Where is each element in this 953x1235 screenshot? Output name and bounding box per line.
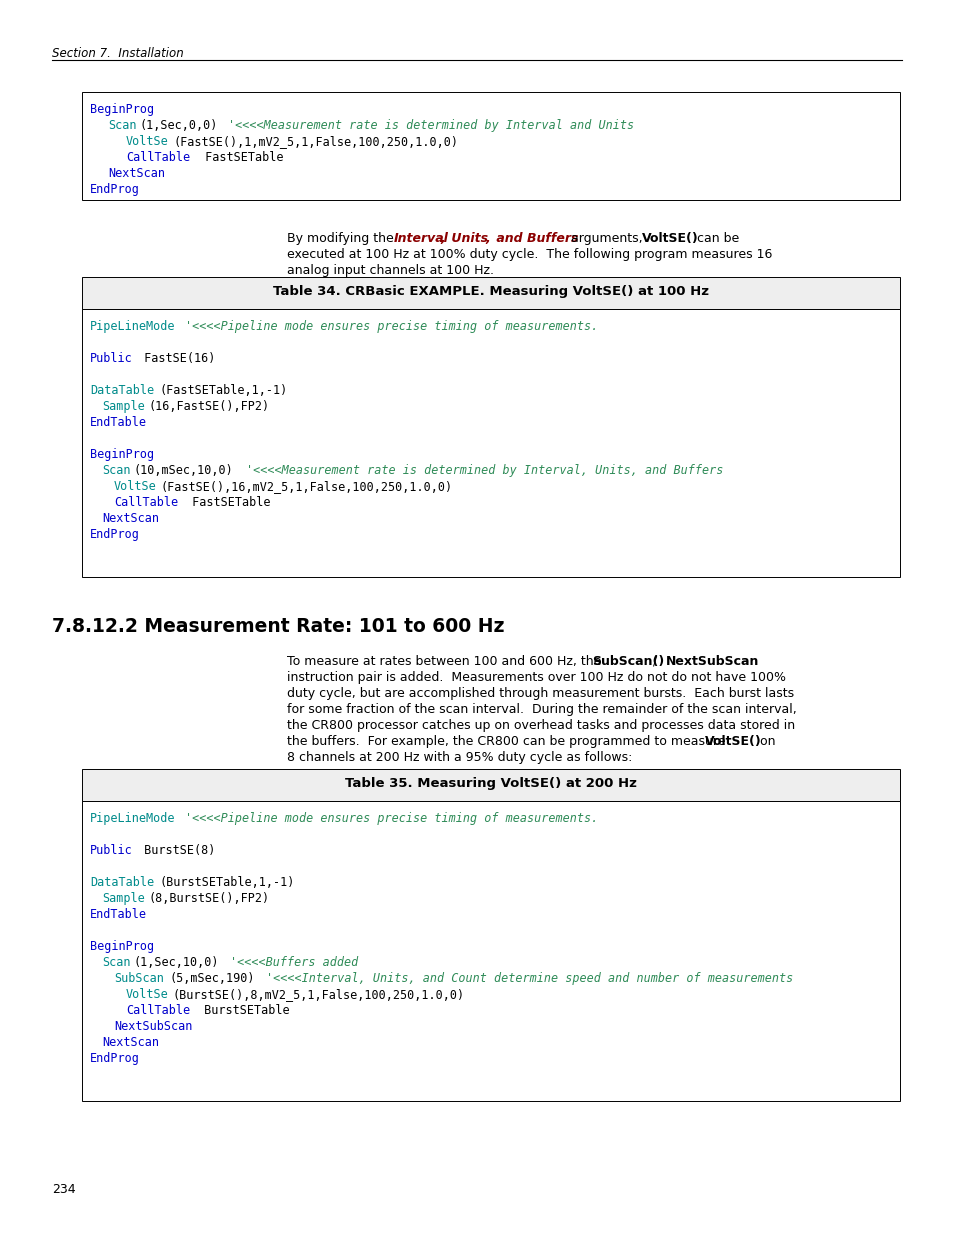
- Text: Units: Units: [447, 232, 488, 245]
- Text: PipeLineMode: PipeLineMode: [90, 811, 175, 825]
- Text: the CR800 processor catches up on overhead tasks and processes data stored in: the CR800 processor catches up on overhe…: [287, 719, 794, 732]
- Text: (BurstSETable,1,-1): (BurstSETable,1,-1): [160, 876, 295, 889]
- Bar: [82, 309, 899, 577]
- Text: /: /: [648, 655, 660, 668]
- Text: (8,BurstSE(),FP2): (8,BurstSE(),FP2): [149, 892, 270, 905]
- Text: on: on: [755, 735, 775, 748]
- Text: SubScan(): SubScan(): [592, 655, 663, 668]
- Text: arguments,: arguments,: [566, 232, 646, 245]
- Text: BurstSE(8): BurstSE(8): [137, 844, 215, 857]
- Text: Public: Public: [90, 352, 132, 366]
- Text: Section 7.  Installation: Section 7. Installation: [52, 47, 184, 61]
- Text: EndTable: EndTable: [90, 908, 147, 921]
- Text: executed at 100 Hz at 100% duty cycle.  The following program measures 16: executed at 100 Hz at 100% duty cycle. T…: [287, 248, 772, 261]
- Text: VoltSe: VoltSe: [126, 135, 169, 148]
- Text: 234: 234: [52, 1183, 75, 1195]
- Text: EndProg: EndProg: [90, 183, 140, 196]
- Text: NextSubScan: NextSubScan: [665, 655, 759, 668]
- Text: SubScan: SubScan: [113, 972, 164, 986]
- Text: '<<<<Measurement rate is determined by Interval, Units, and Buffers: '<<<<Measurement rate is determined by I…: [246, 464, 722, 477]
- Text: Interval: Interval: [394, 232, 449, 245]
- Text: Public: Public: [90, 844, 132, 857]
- Text: Scan: Scan: [102, 956, 131, 969]
- Text: '<<<<Measurement rate is determined by Interval and Units: '<<<<Measurement rate is determined by I…: [228, 119, 634, 132]
- Text: (FastSE(),16,mV2_5,1,False,100,250,1.0,0): (FastSE(),16,mV2_5,1,False,100,250,1.0,0…: [161, 480, 453, 493]
- Text: 8 channels at 200 Hz with a 95% duty cycle as follows:: 8 channels at 200 Hz with a 95% duty cyc…: [287, 751, 632, 764]
- Bar: [82, 802, 899, 1100]
- Text: (1,Sec,10,0): (1,Sec,10,0): [133, 956, 219, 969]
- Text: 7.8.12.2 Measurement Rate: 101 to 600 Hz: 7.8.12.2 Measurement Rate: 101 to 600 Hz: [52, 618, 504, 636]
- Text: Table 34. CRBasic EXAMPLE. Measuring VoltSE() at 100 Hz: Table 34. CRBasic EXAMPLE. Measuring Vol…: [273, 285, 708, 298]
- Text: EndProg: EndProg: [90, 529, 140, 541]
- Text: CallTable: CallTable: [126, 1004, 190, 1016]
- Bar: [82, 91, 899, 200]
- Text: FastSETable: FastSETable: [198, 151, 283, 164]
- Text: CallTable: CallTable: [113, 496, 178, 509]
- Text: VoltSe: VoltSe: [113, 480, 156, 493]
- Text: VoltSE(): VoltSE(): [704, 735, 760, 748]
- Text: analog input channels at 100 Hz.: analog input channels at 100 Hz.: [287, 264, 494, 277]
- Text: To measure at rates between 100 and 600 Hz, the: To measure at rates between 100 and 600 …: [287, 655, 605, 668]
- Text: By modifying the: By modifying the: [287, 232, 397, 245]
- Text: NextScan: NextScan: [108, 167, 165, 180]
- Text: Sample: Sample: [102, 400, 145, 412]
- Text: '<<<<Pipeline mode ensures precise timing of measurements.: '<<<<Pipeline mode ensures precise timin…: [185, 811, 598, 825]
- Text: (5,mSec,190): (5,mSec,190): [170, 972, 255, 986]
- Text: VoltSe: VoltSe: [126, 988, 169, 1002]
- Text: DataTable: DataTable: [90, 876, 154, 889]
- Text: Scan: Scan: [108, 119, 136, 132]
- Text: '<<<<Buffers added: '<<<<Buffers added: [230, 956, 358, 969]
- Text: (BurstSE(),8,mV2_5,1,False,100,250,1.0,0): (BurstSE(),8,mV2_5,1,False,100,250,1.0,0…: [172, 988, 465, 1002]
- Text: NextScan: NextScan: [102, 1036, 159, 1049]
- Text: instruction pair is added.  Measurements over 100 Hz do not do not have 100%: instruction pair is added. Measurements …: [287, 671, 785, 684]
- Text: ,: ,: [439, 232, 444, 245]
- Text: NextSubScan: NextSubScan: [113, 1020, 193, 1032]
- Text: PipeLineMode: PipeLineMode: [90, 320, 175, 333]
- Bar: [82, 277, 899, 309]
- Text: VoltSE(): VoltSE(): [641, 232, 698, 245]
- Text: BurstSETable: BurstSETable: [196, 1004, 290, 1016]
- Text: for some fraction of the scan interval.  During the remainder of the scan interv: for some fraction of the scan interval. …: [287, 703, 796, 716]
- Text: DataTable: DataTable: [90, 384, 154, 396]
- Text: (FastSETable,1,-1): (FastSETable,1,-1): [160, 384, 288, 396]
- Text: BeginProg: BeginProg: [90, 448, 154, 461]
- Text: (1,Sec,0,0): (1,Sec,0,0): [140, 119, 218, 132]
- Text: BeginProg: BeginProg: [90, 103, 154, 116]
- Text: NextScan: NextScan: [102, 513, 159, 525]
- Text: duty cycle, but are accomplished through measurement bursts.  Each burst lasts: duty cycle, but are accomplished through…: [287, 687, 793, 700]
- Text: (16,FastSE(),FP2): (16,FastSE(),FP2): [149, 400, 270, 412]
- Text: EndTable: EndTable: [90, 416, 147, 429]
- Text: CallTable: CallTable: [126, 151, 190, 164]
- Text: (10,mSec,10,0): (10,mSec,10,0): [133, 464, 233, 477]
- Text: '<<<<Interval, Units, and Count determine speed and number of measurements: '<<<<Interval, Units, and Count determin…: [266, 972, 792, 986]
- Text: Sample: Sample: [102, 892, 145, 905]
- Text: '<<<<Pipeline mode ensures precise timing of measurements.: '<<<<Pipeline mode ensures precise timin…: [185, 320, 598, 333]
- Text: Scan: Scan: [102, 464, 131, 477]
- Text: can be: can be: [692, 232, 739, 245]
- Text: the buffers.  For example, the CR800 can be programmed to measure: the buffers. For example, the CR800 can …: [287, 735, 729, 748]
- Text: ,: ,: [484, 232, 489, 245]
- Text: BeginProg: BeginProg: [90, 940, 154, 953]
- Text: FastSE(16): FastSE(16): [137, 352, 215, 366]
- Text: EndProg: EndProg: [90, 1052, 140, 1065]
- Text: Table 35. Measuring VoltSE() at 200 Hz: Table 35. Measuring VoltSE() at 200 Hz: [345, 777, 637, 790]
- Text: (FastSE(),1,mV2_5,1,False,100,250,1.0,0): (FastSE(),1,mV2_5,1,False,100,250,1.0,0): [173, 135, 458, 148]
- Text: FastSETable: FastSETable: [185, 496, 271, 509]
- Text: and Buffers: and Buffers: [492, 232, 578, 245]
- Bar: [82, 769, 899, 802]
